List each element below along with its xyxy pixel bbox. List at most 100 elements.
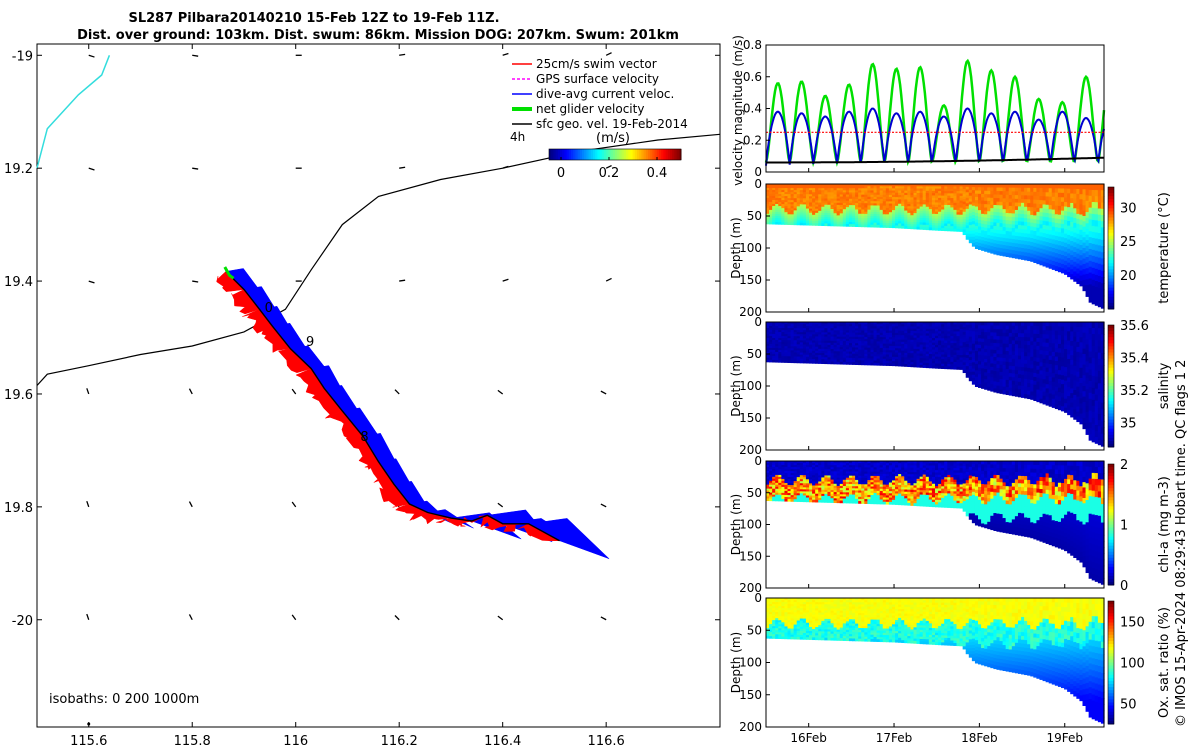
heatmap-cell <box>824 355 829 358</box>
heatmap-cell <box>1017 202 1022 208</box>
heatmap-cell <box>1064 247 1068 253</box>
heatmap-cell <box>784 466 789 470</box>
heatmap-cell <box>1073 375 1077 381</box>
heatmap-cell <box>769 494 773 498</box>
heatmap-cell <box>1097 300 1102 308</box>
heatmap-cell <box>790 479 795 482</box>
heatmap-cell <box>867 360 872 364</box>
heatmap-cell <box>839 342 844 346</box>
heatmap-cell <box>922 190 927 194</box>
heatmap-cell <box>968 225 973 229</box>
heatmap-cell <box>839 347 844 350</box>
heatmap-cell <box>876 214 881 217</box>
heatmap-cell <box>839 209 844 212</box>
heatmap-cell <box>799 214 804 218</box>
heatmap-cell <box>1042 229 1047 234</box>
heatmap-cell <box>827 338 832 342</box>
heatmap-cell <box>824 348 829 352</box>
heatmap-cell <box>809 186 813 189</box>
colorbar-tick-label: 20 <box>1120 269 1137 284</box>
heatmap-cell <box>916 335 921 339</box>
heatmap-cell <box>830 353 835 356</box>
heatmap-cell <box>858 194 862 198</box>
heatmap-cell <box>772 486 776 490</box>
heatmap-cell <box>839 332 844 336</box>
heatmap-cell <box>1027 210 1031 216</box>
heatmap-cell <box>790 334 795 337</box>
heatmap-cell <box>766 184 770 187</box>
heatmap-cell <box>861 184 865 187</box>
heatmap-cell <box>968 339 973 344</box>
heatmap-cell <box>974 363 979 368</box>
heatmap-cell <box>1070 397 1074 404</box>
heatmap-cell <box>928 322 933 325</box>
heatmap-cell <box>971 337 976 342</box>
heatmap-cell <box>1100 359 1105 367</box>
heatmap-cell <box>1076 278 1081 285</box>
heatmap-cell <box>805 206 810 210</box>
heatmap-cell <box>818 192 822 195</box>
heatmap-cell <box>888 348 893 351</box>
heatmap-cell <box>919 346 924 350</box>
heatmap-cell <box>999 230 1004 235</box>
heatmap-cell <box>818 186 822 189</box>
heatmap-cell <box>941 340 945 344</box>
heatmap-cell <box>913 355 918 359</box>
heatmap-cell <box>1005 205 1010 210</box>
heatmap-cell <box>830 186 835 189</box>
heatmap-cell <box>925 186 930 190</box>
heatmap-cell <box>1085 338 1090 346</box>
heatmap-cell <box>935 218 939 222</box>
heatmap-cell <box>882 203 887 207</box>
heatmap-cell <box>1073 208 1077 214</box>
heatmap-cell <box>959 359 964 363</box>
heatmap-cell <box>766 217 770 221</box>
heatmap-cell <box>864 343 868 347</box>
heatmap-cell <box>858 192 862 196</box>
heatmap-cell <box>830 196 835 200</box>
heatmap-cell <box>928 344 933 348</box>
heatmap-cell <box>1067 216 1071 222</box>
heatmap-cell <box>962 332 967 336</box>
heatmap-cell <box>870 220 875 224</box>
heatmap-cell <box>1067 184 1071 190</box>
heatmap-cell <box>873 190 878 194</box>
heatmap-cell <box>778 468 782 472</box>
heatmap-cell <box>818 188 822 191</box>
heatmap-cell <box>953 357 958 361</box>
heatmap-cell <box>993 325 998 330</box>
heatmap-cell <box>805 194 810 197</box>
heatmap-cell <box>922 346 927 350</box>
heatmap-cell <box>968 201 973 206</box>
heatmap-cell <box>1048 221 1053 227</box>
heatmap-cell <box>778 466 782 470</box>
heatmap-cell <box>965 371 970 376</box>
heatmap-cell <box>1002 198 1007 203</box>
heatmap-cell <box>1014 254 1019 259</box>
heatmap-cell <box>888 225 893 229</box>
heatmap-cell <box>898 201 902 205</box>
heatmap-cell <box>1100 252 1105 260</box>
heatmap-cell <box>925 356 930 360</box>
heatmap-cell <box>830 330 835 334</box>
heatmap-cell <box>867 194 872 198</box>
heatmap-cell <box>931 361 936 364</box>
heatmap-cell <box>855 224 859 227</box>
heatmap-cell <box>928 206 933 210</box>
heatmap-cell <box>1057 210 1062 216</box>
heatmap-cell <box>766 323 770 327</box>
current-arrow <box>600 616 607 621</box>
heatmap-cell <box>796 200 801 203</box>
heatmap-cell <box>910 221 915 225</box>
heatmap-cell <box>781 330 786 333</box>
heatmap-cell <box>895 359 899 362</box>
heatmap-cell <box>1100 289 1105 297</box>
colorbar-segment <box>597 149 601 160</box>
heatmap-cell <box>1073 390 1077 396</box>
heatmap-cell <box>901 359 905 363</box>
heatmap-cell <box>1070 364 1074 371</box>
colorbar-segment <box>650 149 653 160</box>
heatmap-cell <box>944 352 948 356</box>
heatmap-cell <box>1070 264 1074 270</box>
heatmap-cell <box>898 219 902 222</box>
